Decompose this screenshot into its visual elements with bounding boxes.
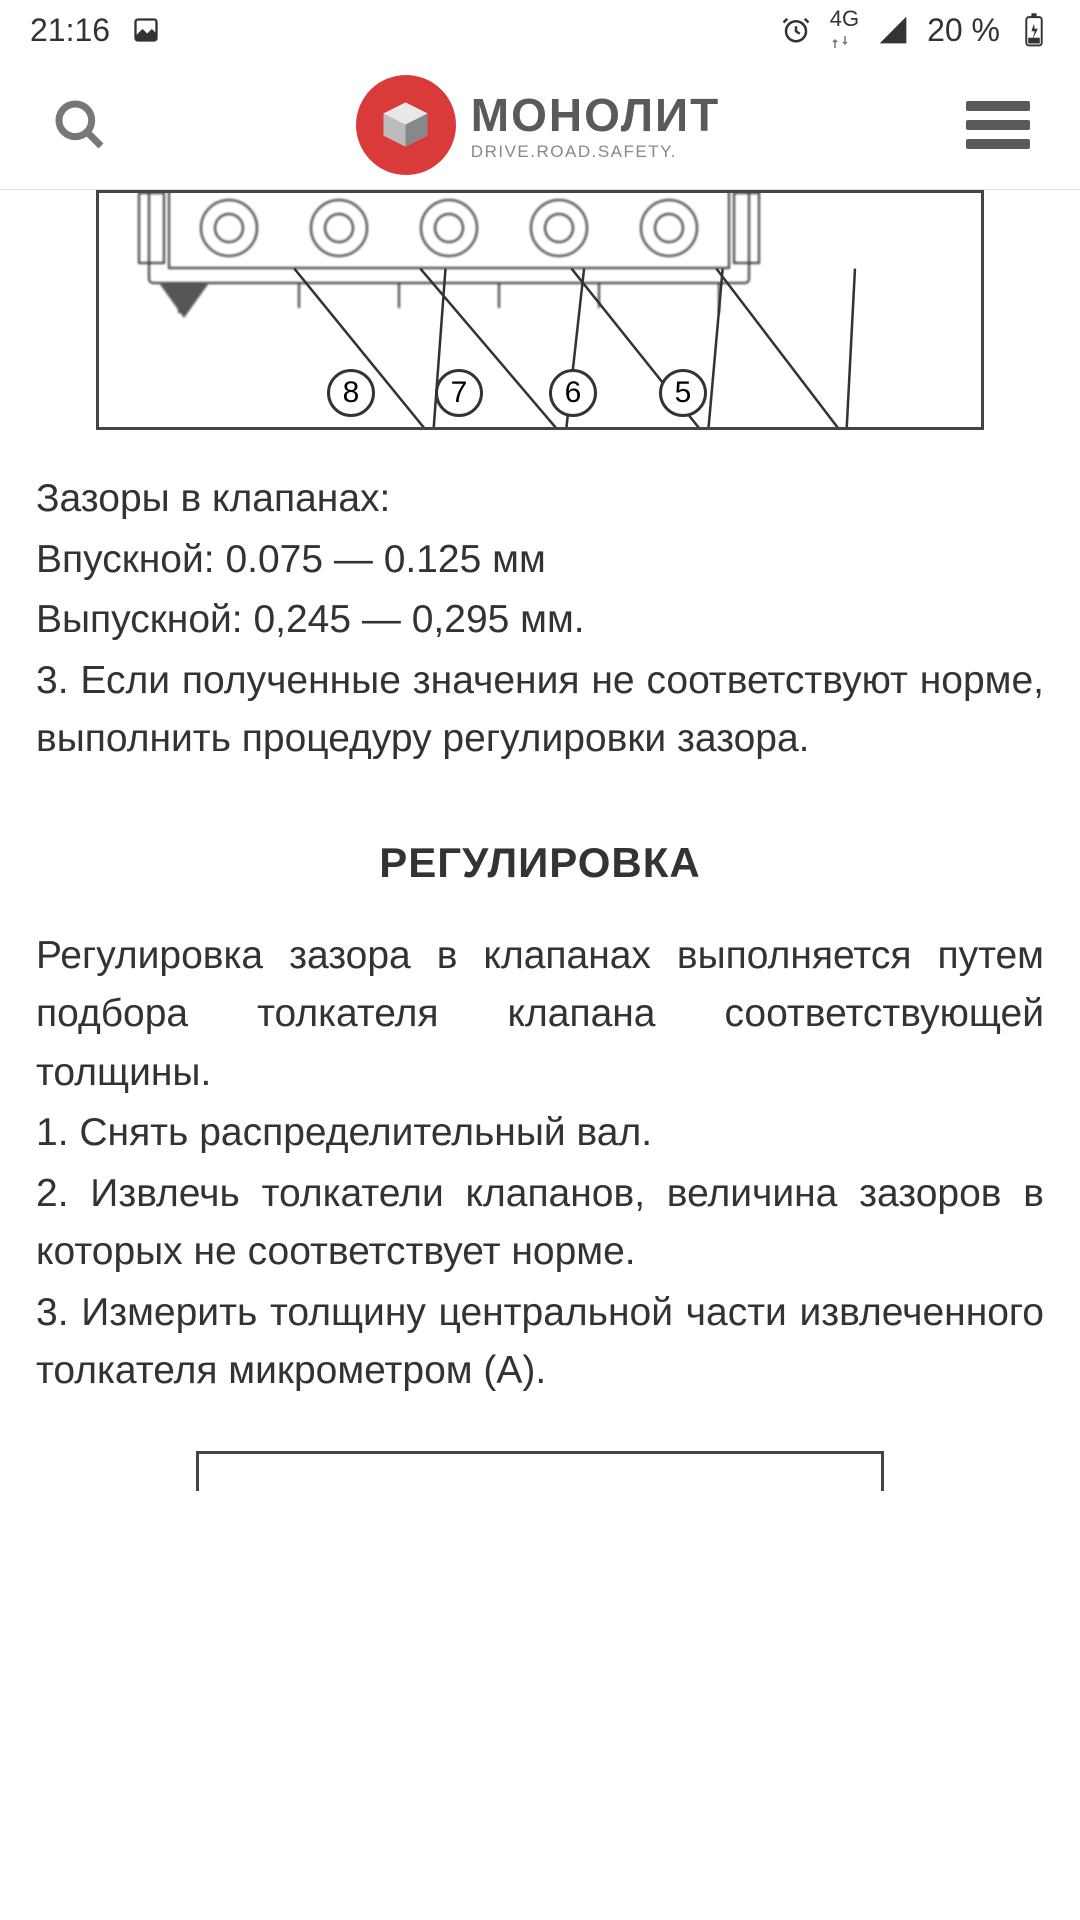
logo-subtitle: DRIVE.ROAD.SAFETY. [471, 142, 720, 162]
body-text-block-1: Зазоры в клапанах: Впускной: 0.075 — 0.1… [36, 470, 1044, 769]
hamburger-line [966, 120, 1030, 130]
search-icon [52, 97, 108, 153]
text-line: Зазоры в клапанах: [36, 470, 1044, 529]
page-content: 8 7 6 5 Зазоры в клапанах: Впускной: 0.0… [0, 190, 1080, 1491]
body-text-block-2: Регулировка зазора в клапанах выполняетс… [36, 927, 1044, 1401]
cube-icon [378, 97, 433, 152]
signal-icon [877, 14, 909, 46]
battery-icon [1018, 14, 1050, 46]
status-right: 4G 20 % [780, 8, 1050, 52]
hamburger-line [966, 101, 1030, 111]
text-line: Впускной: 0.075 — 0.125 мм [36, 531, 1044, 590]
logo-badge [356, 75, 456, 175]
menu-button[interactable] [966, 101, 1030, 149]
diagram-label-5: 5 [659, 369, 707, 417]
engine-diagram: 8 7 6 5 [96, 190, 984, 430]
alarm-icon [780, 14, 812, 46]
status-left: 21:16 [30, 12, 162, 49]
diagram-label-6: 6 [549, 369, 597, 417]
search-button[interactable] [50, 95, 110, 155]
logo-text: МОНОЛИТ DRIVE.ROAD.SAFETY. [471, 88, 720, 162]
battery-percent: 20 % [927, 12, 1000, 49]
android-status-bar: 21:16 4G 20 % [0, 0, 1080, 60]
section-title: РЕГУЛИРОВКА [36, 839, 1044, 887]
image-icon [130, 14, 162, 46]
diagram-label-8: 8 [327, 369, 375, 417]
logo-title: МОНОЛИТ [471, 88, 720, 142]
next-diagram-frame [196, 1451, 884, 1491]
app-header: МОНОЛИТ DRIVE.ROAD.SAFETY. [0, 60, 1080, 190]
network-type: 4G [830, 8, 859, 52]
pointer-lines [99, 193, 981, 430]
hamburger-line [966, 139, 1030, 149]
text-line: 3. Если полученные значения не соответст… [36, 652, 1044, 769]
text-line: Регулировка зазора в клапанах выполняетс… [36, 927, 1044, 1103]
diagram-label-7: 7 [435, 369, 483, 417]
text-line: 2. Извлечь толкатели клапанов, величина … [36, 1165, 1044, 1282]
text-line: 3. Измерить толщину центральной части из… [36, 1284, 1044, 1401]
status-time: 21:16 [30, 12, 110, 49]
text-line: Выпускной: 0,245 — 0,295 мм. [36, 591, 1044, 650]
text-line: 1. Снять распределительный вал. [36, 1104, 1044, 1163]
brand-logo[interactable]: МОНОЛИТ DRIVE.ROAD.SAFETY. [356, 75, 720, 175]
